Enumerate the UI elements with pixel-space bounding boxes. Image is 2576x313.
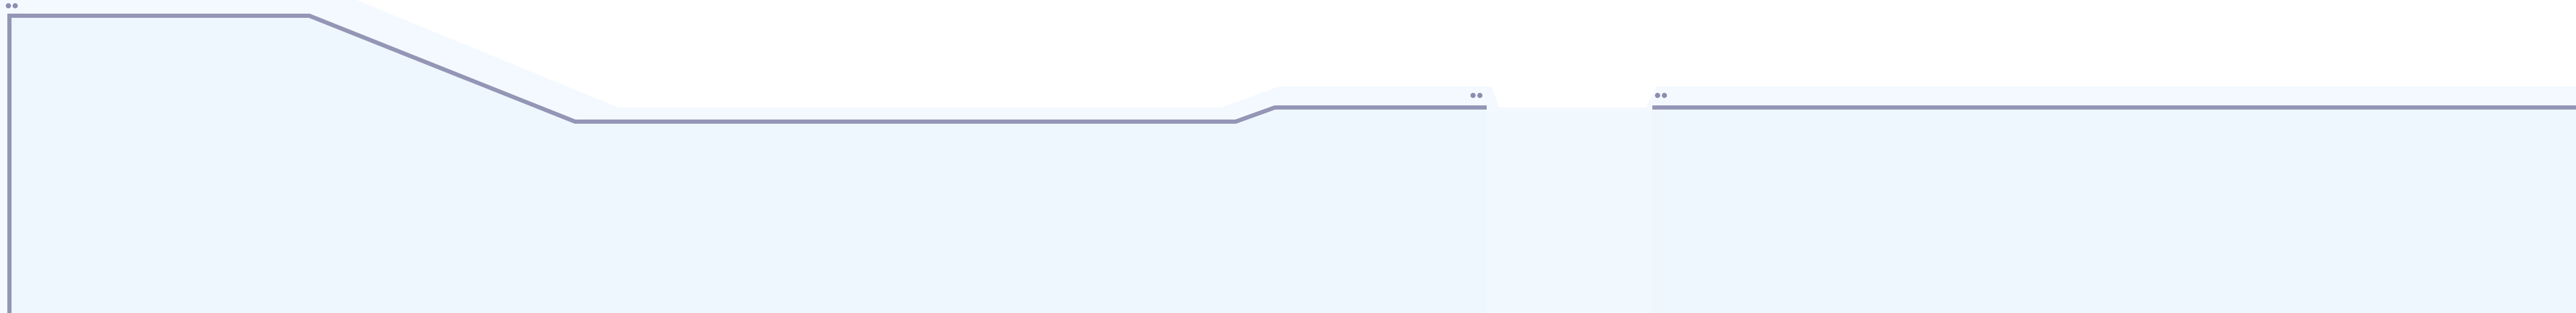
handle-dots-icon[interactable]: [6, 3, 18, 8]
handle-dots-icon[interactable]: [1470, 93, 1482, 98]
handle-dots-icon[interactable]: [1655, 93, 1667, 98]
gap-area-fill: [1487, 111, 1652, 313]
left-area-fill: [9, 16, 1487, 313]
right-area-fill: [1652, 107, 2576, 313]
left-outline: [7, 14, 1487, 313]
